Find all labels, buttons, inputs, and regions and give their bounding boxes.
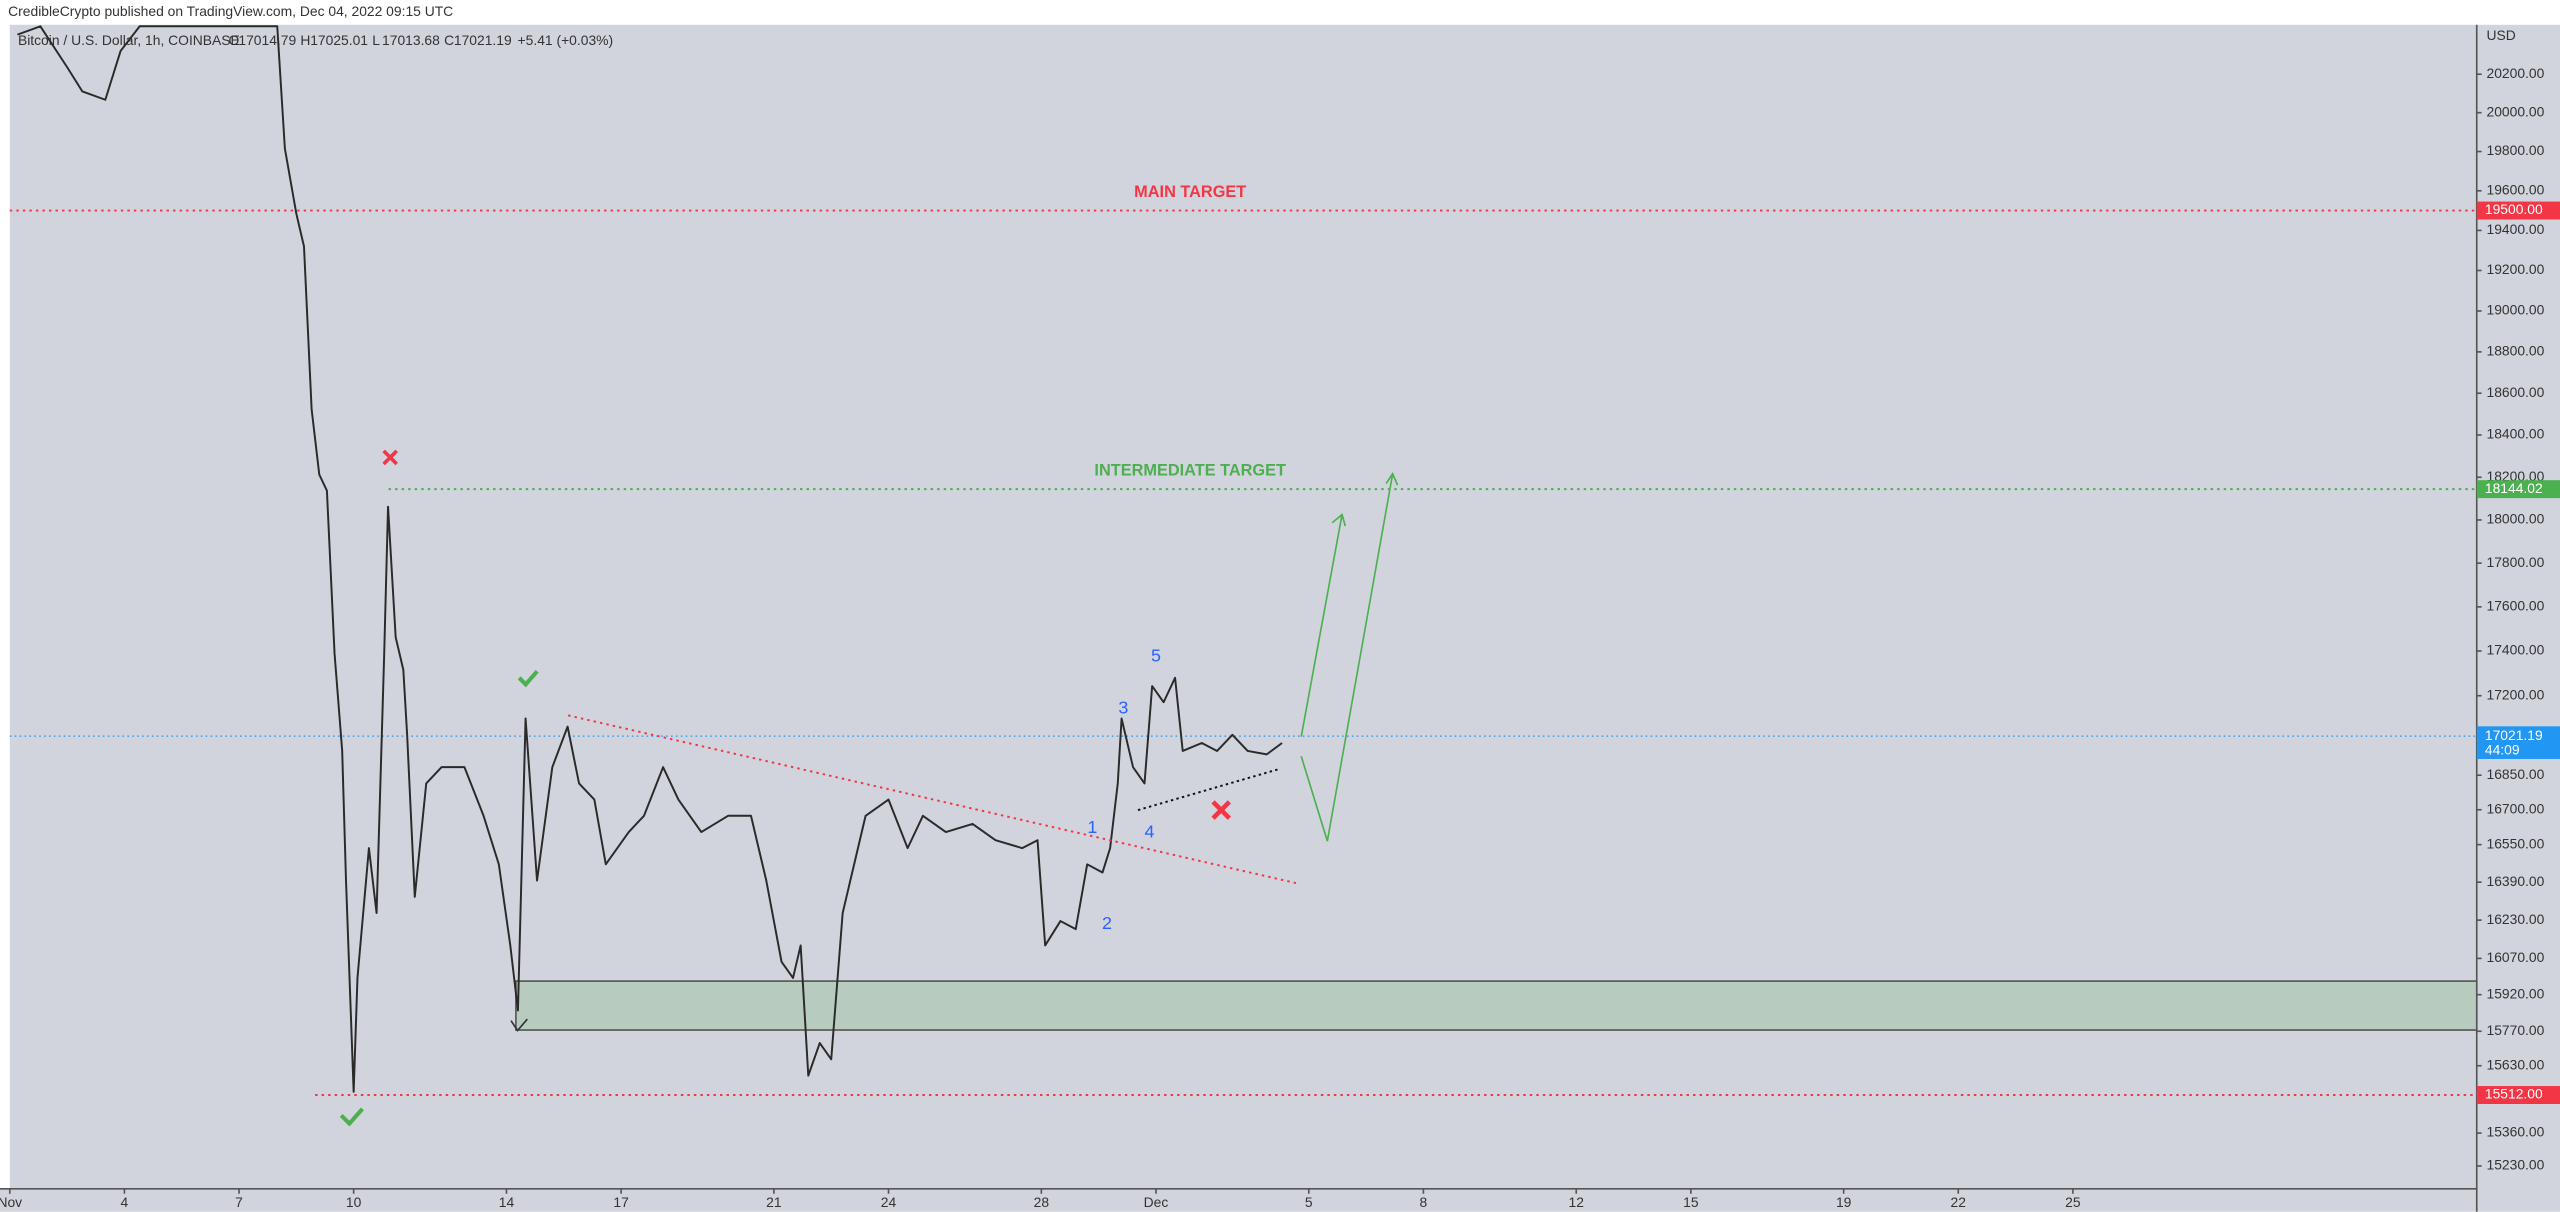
x-tick-label: 25 xyxy=(2065,1194,2081,1210)
demand-zone xyxy=(515,980,2478,1031)
level-tag-label: 15512.00 xyxy=(2485,1086,2543,1102)
arrow-head xyxy=(510,1018,528,1032)
price-axis-bg xyxy=(2476,24,2560,1212)
y-tick-label: 20000.00 xyxy=(2487,103,2545,119)
x-mark xyxy=(382,449,399,466)
x-tick-label: 19 xyxy=(1836,1194,1852,1210)
x-tick-label: 24 xyxy=(881,1194,897,1210)
x-tick-label: 22 xyxy=(1951,1194,1967,1210)
current-price-label: 17021.19 xyxy=(2485,727,2543,743)
y-tick-label: 18400.00 xyxy=(2487,426,2545,442)
currency: USD xyxy=(2487,27,2516,43)
x-tick-label: 21 xyxy=(766,1194,782,1210)
wave-label: 5 xyxy=(1151,645,1161,665)
y-tick-label: 18000.00 xyxy=(2487,511,2545,527)
ohlc-value: 17014.79 xyxy=(238,32,296,48)
ohlc-label: O xyxy=(229,32,240,48)
wave-label: 4 xyxy=(1144,822,1154,842)
y-tick-label: 16850.00 xyxy=(2487,766,2545,782)
change: +5.41 (+0.03%) xyxy=(518,32,614,48)
arrow-head xyxy=(1331,513,1347,527)
y-tick-label: 16550.00 xyxy=(2487,835,2545,851)
y-tick-label: 17600.00 xyxy=(2487,598,2545,614)
x-tick-label: 17 xyxy=(613,1194,629,1210)
y-tick-label: 16700.00 xyxy=(2487,800,2545,816)
y-tick-label: 19800.00 xyxy=(2487,142,2545,158)
y-tick-label: 15770.00 xyxy=(2487,1022,2545,1038)
ohlc-label: H xyxy=(300,32,310,48)
wave-label: 3 xyxy=(1118,698,1128,718)
arrow-head xyxy=(1385,472,1399,486)
x-mark xyxy=(1211,800,1232,820)
y-tick-label: 18600.00 xyxy=(2487,384,2545,400)
y-tick-label: 19000.00 xyxy=(2487,302,2545,318)
y-tick-label: 17400.00 xyxy=(2487,642,2545,658)
y-tick-label: 16230.00 xyxy=(2487,911,2545,927)
support-trendline xyxy=(1137,768,1279,812)
x-tick-label: 10 xyxy=(346,1194,362,1210)
level-tag xyxy=(2476,1086,2560,1105)
current-price-tag xyxy=(2476,726,2560,759)
x-tick-label: 12 xyxy=(1569,1194,1585,1210)
resistance-trendline xyxy=(567,714,1299,885)
drawings xyxy=(339,449,1399,1127)
projection-arrow xyxy=(1300,514,1343,737)
price-line xyxy=(17,25,1283,1093)
y-tick-label: 15920.00 xyxy=(2487,985,2545,1001)
x-tick-label: 5 xyxy=(1305,1194,1313,1210)
ohlc-value: 17021.19 xyxy=(454,32,512,48)
y-tick-label: 16390.00 xyxy=(2487,873,2545,889)
y-tick-label: 15360.00 xyxy=(2487,1124,2545,1140)
y-tick-label: 15630.00 xyxy=(2487,1056,2545,1072)
x-tick-label: 8 xyxy=(1420,1194,1428,1210)
level-annotation: INTERMEDIATE TARGET xyxy=(1094,462,1286,480)
y-tick-label: 19200.00 xyxy=(2487,261,2545,277)
x-tick-label: Dec xyxy=(1144,1194,1169,1210)
publisher-header: CredibleCrypto published on TradingView.… xyxy=(8,3,453,19)
x-tick-label: 7 xyxy=(235,1194,243,1210)
x-tick-label: 4 xyxy=(121,1194,129,1210)
x-tick-label: 15 xyxy=(1683,1194,1699,1210)
level-tag-label: 18144.02 xyxy=(2485,480,2543,496)
y-tick-label: 18200.00 xyxy=(2487,468,2545,484)
ohlc-value: 17025.01 xyxy=(310,32,368,48)
wave-label: 1 xyxy=(1087,817,1097,837)
ohlc-label: C xyxy=(444,32,454,48)
ohlc-value: 17013.68 xyxy=(382,32,440,48)
y-tick-label: 15230.00 xyxy=(2487,1157,2545,1173)
x-tick-label: Nov xyxy=(0,1194,22,1210)
wave-label: 2 xyxy=(1102,913,1112,933)
x-tick-label: 28 xyxy=(1034,1194,1050,1210)
y-tick-label: 18800.00 xyxy=(2487,343,2545,359)
level-tag xyxy=(2476,201,2560,220)
y-tick-label: 17200.00 xyxy=(2487,686,2545,702)
x-tick-label: 14 xyxy=(499,1194,515,1210)
y-tick-label: 19600.00 xyxy=(2487,181,2545,197)
y-tick-label: 17800.00 xyxy=(2487,554,2545,570)
y-tick-label: 20200.00 xyxy=(2487,65,2545,81)
y-tick-label: 19400.00 xyxy=(2487,221,2545,237)
level-annotation: MAIN TARGET xyxy=(1134,183,1246,201)
projection-arrow xyxy=(1300,473,1394,842)
ohlc-label: L xyxy=(372,32,380,48)
level-tag xyxy=(2476,480,2560,499)
countdown: 44:09 xyxy=(2485,741,2520,757)
check-mark xyxy=(339,1107,364,1127)
time-axis-bg xyxy=(0,1188,2477,1212)
check-mark xyxy=(517,669,539,688)
wave-labels: 1 2 3 4 5 xyxy=(1087,645,1161,933)
y-tick-label: 16070.00 xyxy=(2487,949,2545,965)
level-tag-label: 19500.00 xyxy=(2485,201,2543,217)
